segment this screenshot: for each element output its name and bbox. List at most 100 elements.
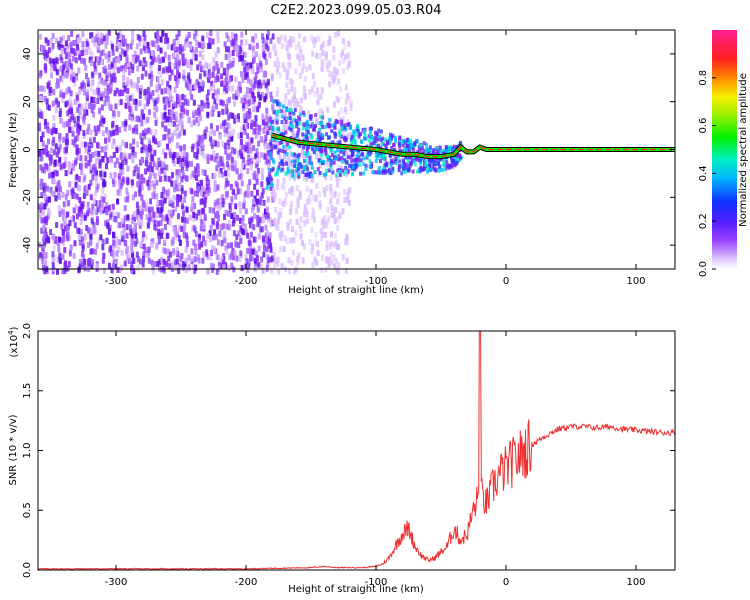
noise-cell	[245, 258, 249, 265]
band-cell	[339, 134, 343, 139]
noise-cell	[125, 81, 129, 88]
noise-cell	[234, 240, 238, 247]
noise-cell	[131, 194, 135, 201]
noise-cell	[332, 101, 336, 108]
noise-cell	[273, 191, 277, 198]
noise-cell	[308, 239, 312, 246]
noise-cell	[253, 265, 257, 272]
noise-cell	[265, 206, 269, 213]
noise-cell	[245, 86, 249, 93]
noise-cell	[286, 61, 290, 68]
noise-cell	[122, 151, 126, 158]
noise-cell	[157, 93, 161, 100]
noise-cell	[103, 206, 107, 213]
noise-cell	[221, 171, 225, 178]
band-cell	[280, 140, 284, 145]
noise-cell	[144, 60, 148, 67]
noise-cell	[98, 56, 102, 63]
noise-cell	[125, 245, 129, 252]
band-cell	[403, 163, 407, 168]
noise-cell	[159, 219, 163, 226]
noise-cell	[82, 237, 86, 244]
noise-cell	[178, 184, 182, 191]
band-cell	[291, 173, 295, 178]
band-cell	[417, 149, 421, 154]
noise-cell	[70, 108, 74, 115]
band-cell	[382, 166, 386, 171]
noise-cell	[83, 187, 87, 194]
noise-cell	[248, 217, 252, 224]
noise-cell	[149, 65, 153, 72]
noise-cell	[255, 123, 259, 130]
noise-cell	[184, 39, 188, 46]
noise-cell	[123, 205, 127, 212]
noise-cell	[175, 34, 179, 41]
noise-cell	[142, 202, 146, 209]
noise-cell	[126, 76, 130, 83]
noise-cell	[65, 52, 69, 59]
noise-cell	[154, 129, 158, 136]
band-cell	[272, 110, 276, 115]
noise-cell	[246, 184, 250, 191]
noise-cell	[276, 86, 280, 93]
noise-cell	[289, 160, 293, 167]
noise-cell	[84, 44, 88, 51]
noise-cell	[80, 169, 84, 176]
noise-cell	[51, 262, 55, 269]
noise-cell	[188, 88, 192, 95]
noise-cell	[190, 255, 194, 262]
noise-cell	[131, 67, 135, 74]
noise-cell	[99, 50, 103, 57]
noise-cell	[195, 116, 199, 123]
band-cell	[297, 127, 301, 132]
noise-cell	[91, 248, 95, 255]
band-cell	[396, 156, 400, 161]
noise-cell	[311, 207, 315, 214]
noise-cell	[230, 75, 234, 82]
noise-cell	[115, 87, 119, 94]
noise-cell	[159, 71, 163, 78]
noise-cell	[150, 75, 154, 82]
band-cell	[318, 170, 322, 175]
noise-cell	[76, 48, 80, 55]
noise-cell	[185, 41, 189, 48]
noise-cell	[305, 129, 309, 136]
x-tick-label: -200	[235, 276, 258, 287]
noise-cell	[220, 240, 224, 247]
noise-cell	[224, 181, 228, 188]
noise-cell	[121, 176, 125, 183]
noise-cell	[76, 227, 80, 234]
noise-cell	[222, 163, 226, 170]
band-cell	[391, 133, 395, 138]
band-cell	[357, 155, 361, 160]
noise-cell	[232, 230, 236, 237]
noise-cell	[332, 46, 336, 53]
noise-cell	[298, 55, 302, 62]
noise-cell	[196, 134, 200, 141]
noise-cell	[197, 140, 201, 147]
noise-cell	[236, 182, 240, 189]
noise-cell	[259, 263, 263, 270]
noise-cell	[115, 147, 119, 154]
noise-cell	[73, 121, 77, 128]
band-cell	[403, 169, 407, 174]
band-cell	[359, 132, 363, 137]
noise-cell	[278, 198, 282, 205]
noise-cell	[90, 262, 94, 269]
noise-cell	[227, 171, 231, 178]
noise-cell	[153, 183, 157, 190]
band-cell	[327, 168, 331, 173]
noise-cell	[162, 56, 166, 63]
noise-cell	[344, 171, 348, 178]
noise-cell	[46, 196, 50, 203]
noise-cell	[314, 239, 318, 246]
noise-cell	[263, 53, 267, 60]
noise-cell	[166, 218, 170, 225]
noise-cell	[284, 125, 288, 132]
noise-cell	[227, 219, 231, 226]
noise-cell	[188, 186, 192, 193]
noise-cell	[122, 81, 126, 88]
band-cell	[304, 172, 308, 177]
noise-cell	[43, 194, 47, 201]
noise-cell	[223, 230, 227, 237]
